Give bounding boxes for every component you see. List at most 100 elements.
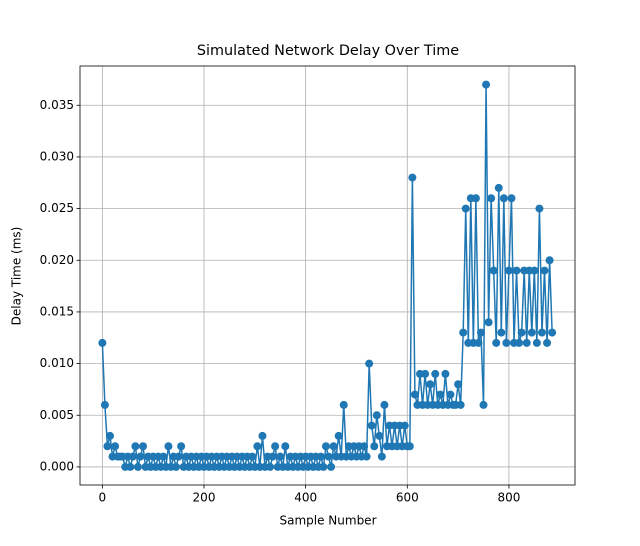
point: [431, 369, 440, 378]
point: [164, 442, 173, 451]
point: [377, 452, 386, 461]
plot-frame: [79, 65, 576, 486]
point: [321, 442, 330, 451]
point: [319, 462, 328, 471]
y-tick-label: 0.010: [40, 356, 74, 370]
point: [527, 328, 536, 337]
point: [421, 369, 430, 378]
y-axis-label: Delay Time (ms): [10, 227, 24, 326]
point: [276, 452, 285, 461]
point: [136, 452, 145, 461]
y-tick-label: 0.030: [40, 149, 74, 163]
point: [474, 338, 483, 347]
point: [504, 266, 513, 275]
point: [365, 359, 374, 368]
point: [159, 452, 168, 461]
point: [522, 338, 531, 347]
point: [174, 452, 183, 461]
point: [372, 411, 381, 420]
point: [405, 442, 414, 451]
point: [476, 328, 485, 337]
point: [540, 266, 549, 275]
point: [316, 452, 325, 461]
point: [172, 462, 181, 471]
point: [253, 442, 262, 451]
point: [532, 338, 541, 347]
point: [268, 452, 277, 461]
point: [410, 390, 419, 399]
point: [327, 462, 336, 471]
point: [126, 462, 135, 471]
x-tick-label: 800: [497, 491, 520, 505]
point: [177, 442, 186, 451]
point: [543, 338, 552, 347]
point: [512, 266, 521, 275]
y-tick-label: 0.035: [40, 98, 74, 112]
point: [487, 194, 496, 203]
point: [408, 173, 417, 182]
point: [548, 328, 557, 337]
point: [489, 266, 498, 275]
point: [479, 400, 488, 409]
y-tick-label: 0.005: [40, 408, 74, 422]
x-tick-label: 400: [294, 491, 317, 505]
point: [375, 431, 384, 440]
series-line: [101, 84, 553, 468]
x-tick-label: 200: [193, 491, 216, 505]
point: [497, 328, 506, 337]
point: [105, 431, 114, 440]
point: [441, 369, 450, 378]
y-tick-label: 0.015: [40, 304, 74, 318]
x-tick-label: 600: [396, 491, 419, 505]
point: [360, 442, 369, 451]
point: [133, 462, 142, 471]
point: [502, 338, 511, 347]
point: [484, 318, 493, 327]
point: [334, 431, 343, 440]
point: [499, 194, 508, 203]
point: [492, 338, 501, 347]
point: [494, 183, 503, 192]
point: [426, 380, 435, 389]
point: [98, 338, 107, 347]
point: [100, 400, 109, 409]
point: [139, 442, 148, 451]
point: [400, 421, 409, 430]
point: [258, 431, 267, 440]
point: [535, 204, 544, 213]
point: [128, 452, 137, 461]
point: [461, 204, 470, 213]
point: [339, 400, 348, 409]
point: [482, 80, 491, 89]
y-tick-label: 0.020: [40, 253, 74, 267]
point: [367, 421, 376, 430]
point: [362, 452, 371, 461]
point: [459, 328, 468, 337]
point: [324, 452, 333, 461]
point: [471, 194, 480, 203]
point: [545, 256, 554, 265]
point: [530, 266, 539, 275]
x-tick-label: 0: [99, 491, 107, 505]
point: [370, 442, 379, 451]
point: [281, 442, 290, 451]
point: [111, 442, 120, 451]
point: [446, 390, 455, 399]
point: [515, 338, 524, 347]
point: [507, 194, 516, 203]
point: [248, 452, 257, 461]
point: [454, 380, 463, 389]
point: [266, 462, 275, 471]
y-tick-label: 0.025: [40, 201, 74, 215]
point: [537, 328, 546, 337]
x-axis-label: Sample Number: [279, 514, 376, 528]
point: [517, 328, 526, 337]
point: [329, 442, 338, 451]
point: [436, 390, 445, 399]
chart-title: Simulated Network Delay Over Time: [197, 43, 459, 59]
point: [271, 442, 280, 451]
point: [131, 442, 140, 451]
y-tick-label: 0.000: [40, 459, 74, 473]
